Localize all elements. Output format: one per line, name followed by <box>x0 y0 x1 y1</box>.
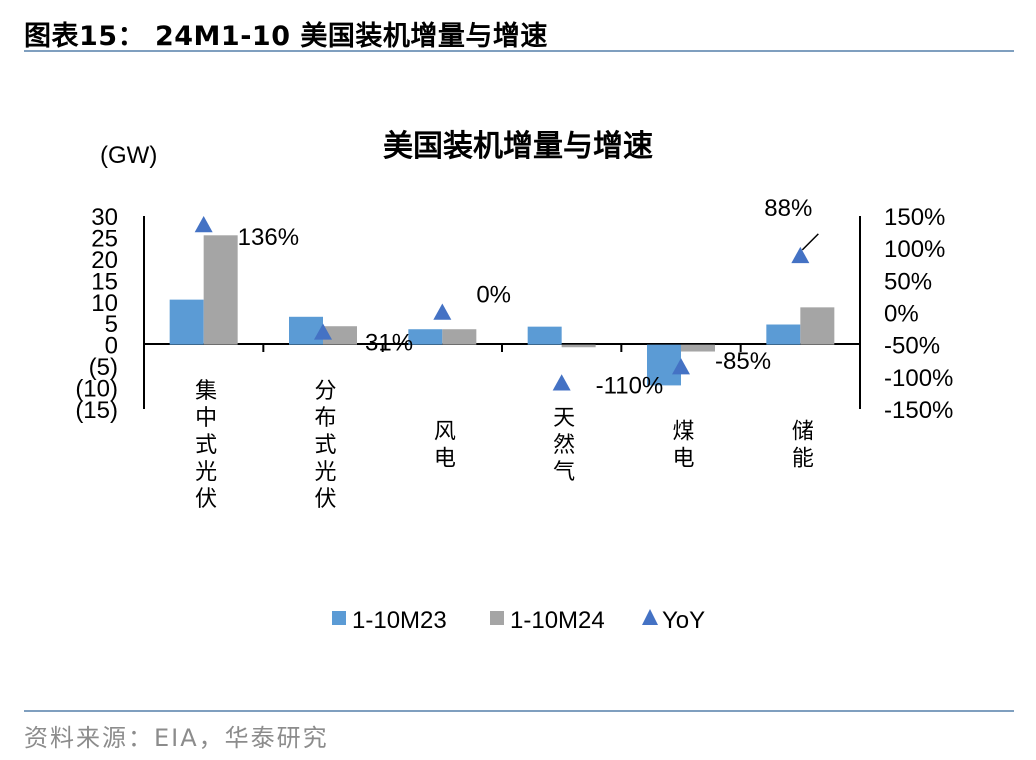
right-tick-label: 150% <box>884 204 945 231</box>
legend-swatch-1-10M23 <box>332 611 346 625</box>
bottom-divider <box>24 710 1014 712</box>
category-label: 风电 <box>430 419 456 473</box>
bars <box>169 235 835 386</box>
right-tick-label: 50% <box>884 268 932 295</box>
bar-1-10M24 <box>561 344 596 348</box>
yoy-marker <box>791 246 810 264</box>
bar-1-10M24 <box>323 326 357 345</box>
bar-1-10M23 <box>647 344 681 386</box>
left-tick-label: 10 <box>91 290 118 317</box>
source-note: 资料来源：EIA，华泰研究 <box>24 724 329 752</box>
legend-label: 1-10M24 <box>510 607 605 634</box>
right-tick-label: -100% <box>884 365 953 392</box>
left-tick-label: 0 <box>105 333 118 360</box>
category-label: 集中式光伏 <box>191 379 217 514</box>
data-label: 136% <box>238 224 299 251</box>
yoy-markers <box>194 216 810 391</box>
right-tick-label: 100% <box>884 236 945 263</box>
bar-1-10M23 <box>408 329 443 345</box>
yoy-marker <box>314 323 332 340</box>
bar-1-10M23 <box>527 326 562 345</box>
legend-marker-yoy <box>642 609 658 625</box>
yoy-marker <box>433 303 452 320</box>
left-tick-label: 30 <box>91 204 118 231</box>
bar-1-10M24 <box>681 344 715 352</box>
left-tick-label: (5) <box>89 354 118 381</box>
data-label: -110% <box>596 372 664 399</box>
bar-1-10M23 <box>289 316 323 345</box>
left-tick-label: 20 <box>91 247 118 274</box>
bar-1-10M23 <box>169 299 204 345</box>
left-tick-label: (15) <box>75 397 118 424</box>
figure-title: 图表15： 24M1-10 美国装机增量与增速 <box>24 21 548 52</box>
chart-title: 美国装机增量与增速 <box>383 129 653 164</box>
unit-label: (GW) <box>100 142 157 169</box>
yoy-marker <box>672 358 690 375</box>
category-label: 天然气 <box>549 406 575 487</box>
category-label: 储能 <box>788 419 814 473</box>
category-labels: 集中式光伏 分布式光伏 风电 天然气 煤电 储能 <box>191 379 814 514</box>
left-tick-label: 25 <box>91 225 118 252</box>
top-divider <box>24 50 1014 52</box>
data-labels: 136% -31% 0% -110% -85% 88% <box>238 195 819 399</box>
data-label: 88% <box>764 195 812 222</box>
yoy-marker <box>194 216 213 233</box>
data-label: -31% <box>357 329 413 356</box>
legend-label: YoY <box>662 607 705 634</box>
bar-1-10M24 <box>203 235 238 345</box>
left-tick-label: 15 <box>91 268 118 295</box>
left-tick-label: 5 <box>105 311 118 338</box>
legend-label: 1-10M23 <box>352 607 447 634</box>
legend-swatch-1-10M24 <box>490 611 504 625</box>
data-label: -85% <box>715 348 771 375</box>
bar-1-10M24 <box>442 329 477 345</box>
bar-1-10M24 <box>800 307 835 345</box>
data-label-leader-line <box>801 233 819 251</box>
right-tick-label: 0% <box>884 301 919 328</box>
category-label: 分布式光伏 <box>311 379 337 514</box>
right-tick-label: -150% <box>884 397 953 424</box>
right-tick-label: -50% <box>884 333 940 360</box>
category-label: 煤电 <box>669 419 695 473</box>
left-tick-label: (10) <box>75 376 118 403</box>
bar-1-10M23 <box>766 324 801 345</box>
yoy-marker <box>552 374 571 391</box>
legend: 1-10M23 1-10M24 YoY <box>332 607 705 634</box>
data-label: 0% <box>476 282 511 309</box>
